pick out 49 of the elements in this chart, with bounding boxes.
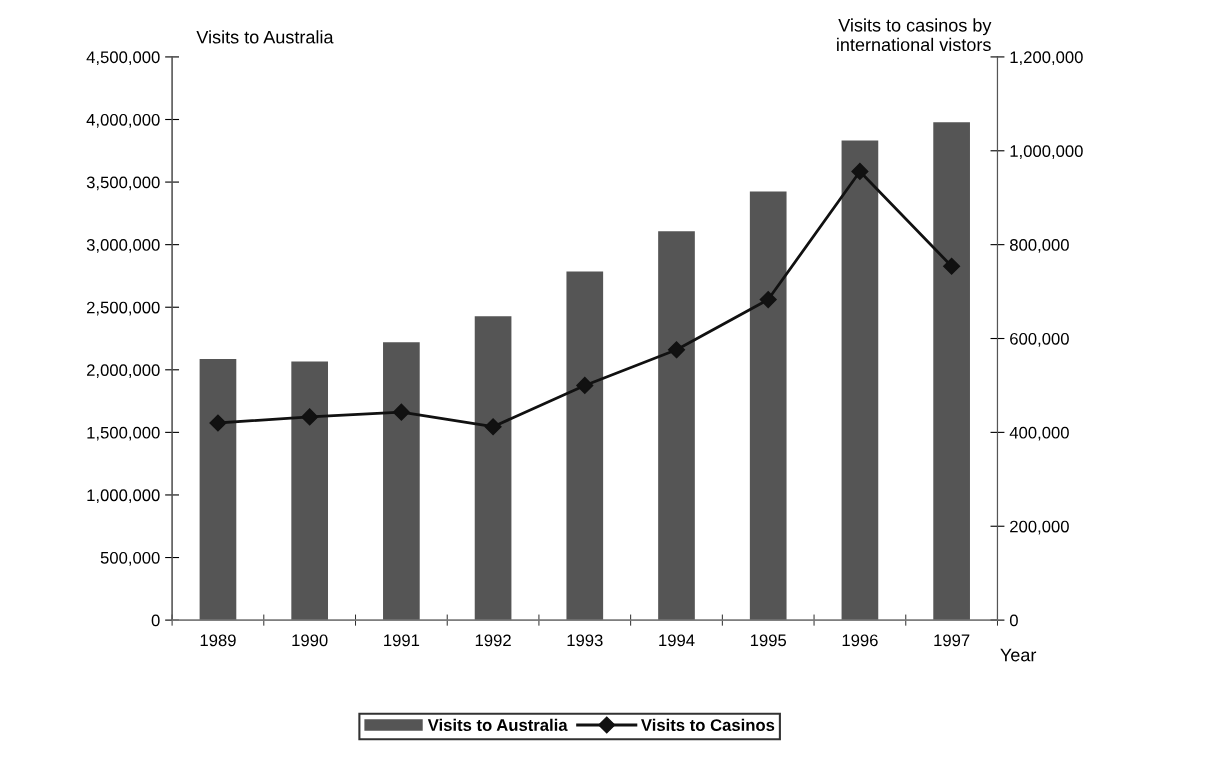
bar	[933, 122, 970, 621]
x-tick-label: 1995	[750, 634, 787, 647]
x-tick-label: 1991	[384, 634, 420, 647]
x-tick-label: 1989	[200, 634, 236, 647]
point	[392, 403, 410, 421]
bar	[383, 342, 420, 621]
y2-tick-label: 1,200,000	[1010, 51, 1083, 66]
y2-axis-title: Visits to casinos by international vistors	[837, 18, 992, 52]
bar	[658, 231, 695, 621]
y-tick-label: 0	[151, 614, 160, 627]
y-tick-label: 3,500,000	[86, 176, 160, 191]
y-tick-label: 3,000,000	[86, 239, 160, 253]
y-tick-label: 4,500,000	[86, 51, 160, 66]
point	[943, 257, 961, 275]
y-tick-label: 2,500,000	[87, 301, 160, 316]
bar	[474, 316, 512, 621]
x-tick-label: 1997	[934, 634, 970, 647]
x-tick-label: 1993	[567, 634, 603, 647]
y-tick-label: 1,000,000	[87, 489, 160, 504]
x-axis-title: Year	[1000, 648, 1037, 662]
point	[851, 162, 869, 180]
x-tick-label: 1996	[842, 634, 878, 647]
point	[759, 291, 777, 309]
point	[209, 414, 227, 432]
y2-tick-label: 400,000	[1009, 426, 1069, 441]
bar	[749, 191, 787, 621]
y-tick-label: 1,500,000	[87, 426, 160, 441]
legend-label: Visits to Casinos	[641, 718, 775, 731]
y-tick-label: 2,000,000	[87, 364, 160, 378]
bar	[841, 140, 879, 621]
bar	[199, 359, 237, 621]
legend-label: Visits to Australia	[427, 718, 568, 731]
y-tick-label: 4,000,000	[86, 113, 160, 128]
y2-tick-label: 600,000	[1010, 332, 1069, 347]
point	[667, 341, 686, 359]
x-tick-label: 1994	[659, 634, 695, 647]
y2-tick-label: 200,000	[1010, 520, 1069, 535]
y2-tick-label: 800,000	[1010, 239, 1069, 253]
bar	[291, 361, 329, 621]
bar	[566, 271, 604, 621]
point	[576, 376, 594, 394]
y2-tick-label: 0	[1009, 614, 1018, 627]
y2-tick-label: 1,000,000	[1010, 145, 1083, 159]
x-tick-label: 1990	[292, 634, 328, 647]
point	[484, 418, 502, 436]
y-axis-title: Visits to Australia	[196, 30, 334, 44]
x-tick-label: 1992	[475, 634, 511, 647]
y-tick-label: 500,000	[100, 551, 160, 566]
point	[301, 408, 319, 426]
